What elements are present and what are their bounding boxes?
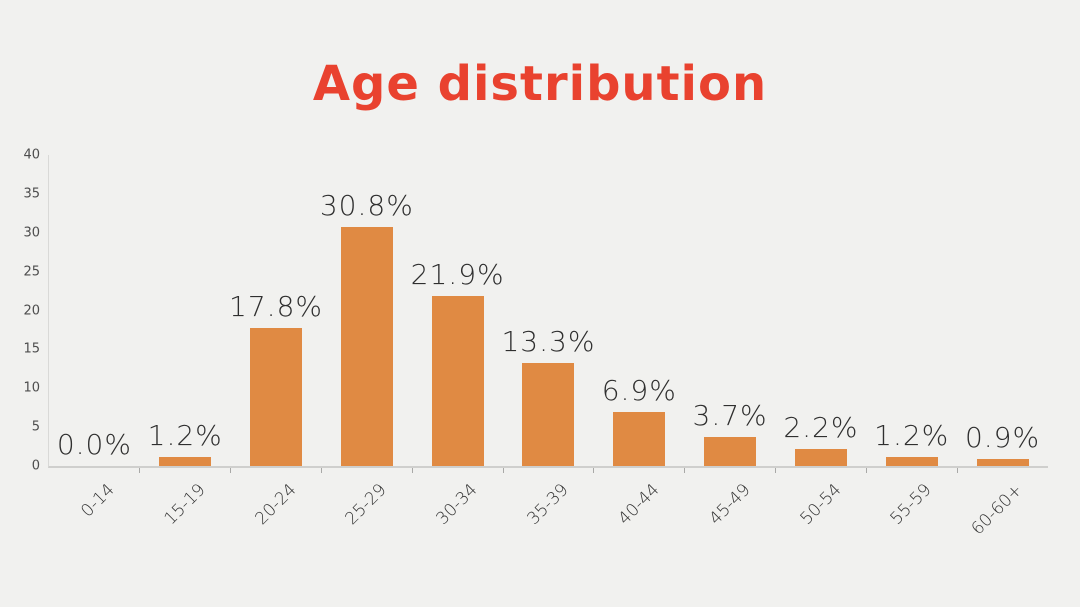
x-axis-label: 15-19	[160, 480, 210, 530]
bar	[250, 327, 303, 466]
bar-value-label: 0.0%	[56, 428, 132, 461]
y-tick-label: 15	[23, 341, 40, 357]
x-axis-label: 20-24	[251, 480, 301, 530]
chart-title: Age distribution	[312, 56, 768, 112]
bar-value-label: 13.3%	[501, 324, 596, 358]
bar-value-label: 3.7%	[692, 399, 768, 433]
bar-value-label: 0.9%	[964, 421, 1041, 455]
bar-group: 21.9% 30-34	[410, 155, 505, 529]
x-axis-label: 25-29	[341, 480, 391, 530]
bar-value-label: 17.8%	[229, 289, 324, 323]
bar	[431, 295, 484, 466]
bar	[794, 448, 847, 466]
bar-group: 6.9% 40-44	[594, 155, 685, 529]
bar-value-label: 2.2%	[783, 410, 859, 444]
bar-value-label: 30.8%	[319, 188, 414, 222]
bar-group: 1.2% 15-19	[140, 155, 231, 529]
bar	[522, 362, 575, 466]
bar-value-label: 1.2%	[147, 418, 223, 452]
bar	[704, 437, 757, 466]
y-tick-label: 20	[23, 303, 40, 318]
bar	[613, 412, 666, 466]
y-tick-label: 35	[23, 186, 40, 202]
y-tick-label: 0	[31, 458, 40, 474]
x-axis-label: 0-14	[77, 480, 119, 522]
bar	[340, 226, 393, 466]
bar-group: 1.2% 55-59	[866, 155, 958, 529]
bars-container: 0.0% 0-14 1.2% 15-19 17.8% 20-24 30.8% 2…	[49, 155, 1048, 540]
x-axis-label: 30-34	[432, 480, 482, 530]
x-axis-label: 40-44	[614, 480, 664, 530]
bar	[885, 456, 938, 466]
y-tick-label: 30	[23, 225, 40, 241]
y-tick-label: 10	[23, 380, 40, 396]
bar-group: 3.7% 45-49	[685, 155, 776, 529]
bar-value-label: 1.2%	[874, 418, 950, 452]
x-axis-label: 35-39	[523, 480, 573, 530]
bar-group: 2.2% 50-54	[776, 155, 867, 529]
bar-value-label: 6.9%	[601, 374, 677, 408]
bar-group: 0.0% 0-14	[49, 155, 141, 521]
plot-area: 0 5 10 15 20 25 30 35 40 0.0% 0-14 1.2% 15-19 17…	[23, 148, 1048, 540]
bar-group: 13.3% 35-39	[501, 155, 596, 529]
x-axis-label: 55-59	[886, 480, 936, 530]
bar	[159, 456, 212, 466]
bar-group: 17.8% 20-24	[229, 155, 324, 529]
bar-group: 0.9% 60-60+	[957, 155, 1048, 539]
x-axis-label: 60-60+	[967, 480, 1027, 540]
bar-value-label: 21.9%	[410, 257, 505, 291]
x-axis-label: 50-54	[795, 480, 846, 530]
x-axis-label: 45-49	[705, 480, 755, 530]
y-tick-label: 40	[23, 147, 40, 163]
y-tick-label: 5	[31, 419, 40, 435]
bar-group: 30.8% 25-29	[319, 155, 414, 530]
bar	[976, 459, 1029, 466]
y-tick-label: 25	[23, 264, 40, 280]
